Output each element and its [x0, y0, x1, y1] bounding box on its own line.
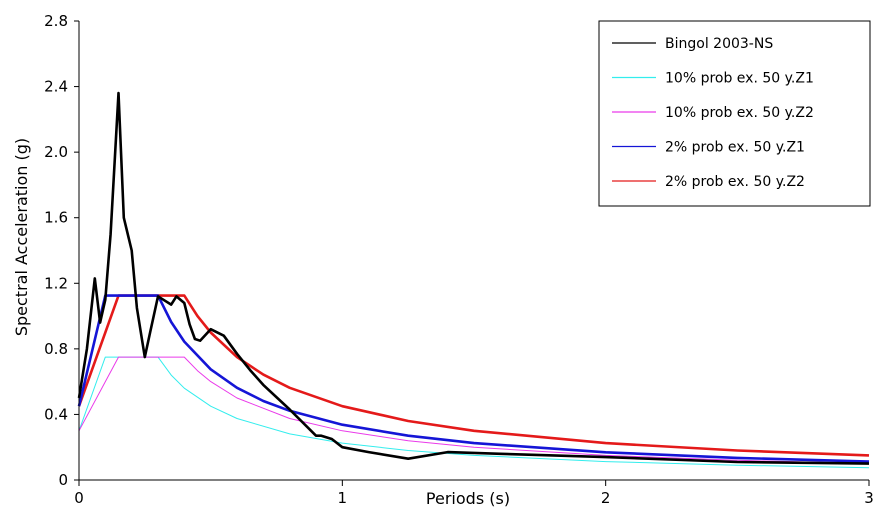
series-line-3 — [77, 294, 870, 463]
legend-box — [598, 20, 871, 207]
legend-label: 10% prob ex. 50 y.Z2 — [665, 105, 814, 121]
y-tick-label: 0.4 — [44, 405, 68, 423]
x-tick-label: 2 — [601, 489, 611, 507]
legend-label: 2% prob ex. 50 y.Z2 — [665, 174, 805, 190]
x-tick-label: 3 — [864, 489, 874, 507]
legend-label: 10% prob ex. 50 y.Z1 — [665, 71, 814, 87]
legend-label: Bingol 2003-NS — [665, 36, 773, 52]
series-line-0 — [77, 91, 870, 465]
y-tick-label: 0.8 — [44, 340, 68, 358]
legend: Bingol 2003-NS 10% prob ex. 50 y.Z1 10% pr… — [598, 20, 871, 207]
y-tick-label: 1.6 — [44, 209, 68, 227]
legend-label: 2% prob ex. 50 y.Z1 — [665, 140, 805, 156]
axis-ticks: 0 0.4 0.8 1.2 1.6 2.0 2.4 2.8 0 1 2 3 — [44, 12, 874, 507]
y-tick-label: 1.2 — [44, 274, 68, 292]
y-tick-label: 0 — [58, 471, 68, 489]
y-tick-label: 2.8 — [44, 12, 68, 30]
series-line-2 — [78, 356, 870, 465]
y-tick-label: 2.0 — [44, 143, 68, 161]
y-axis-title: Spectral Acceleration (g) — [12, 138, 31, 336]
y-tick-label: 2.4 — [44, 78, 68, 96]
series-line-4 — [77, 294, 870, 457]
series-line-1 — [78, 356, 870, 469]
x-tick-label: 0 — [74, 489, 84, 507]
x-axis-title: Periods (s) — [426, 489, 510, 508]
x-tick-label: 1 — [338, 489, 348, 507]
series-lines — [77, 91, 870, 469]
